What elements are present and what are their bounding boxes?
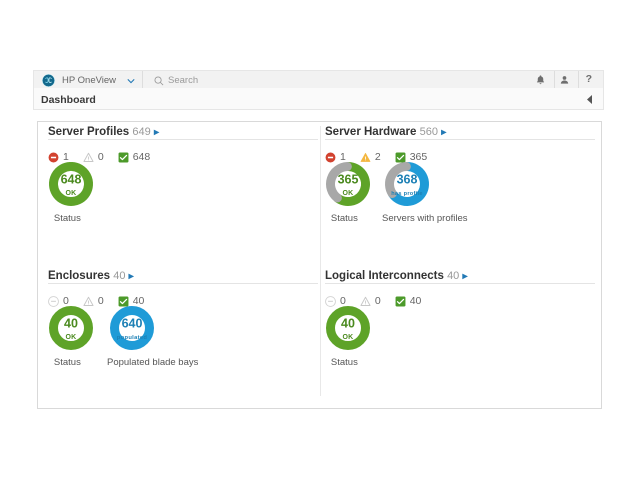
svg-text:OK: OK — [342, 334, 353, 341]
svg-text:40: 40 — [341, 317, 355, 331]
svg-text:has profile: has profile — [391, 191, 423, 197]
svg-text:populated: populated — [117, 335, 148, 341]
svg-text:648: 648 — [61, 173, 82, 187]
svg-text:OK: OK — [342, 190, 353, 197]
svg-text:368: 368 — [397, 173, 418, 187]
svg-text:640: 640 — [122, 317, 143, 331]
svg-text:365: 365 — [338, 173, 359, 187]
svg-text:OK: OK — [65, 334, 76, 341]
svg-text:40: 40 — [64, 317, 78, 331]
svg-text:OK: OK — [65, 190, 76, 197]
